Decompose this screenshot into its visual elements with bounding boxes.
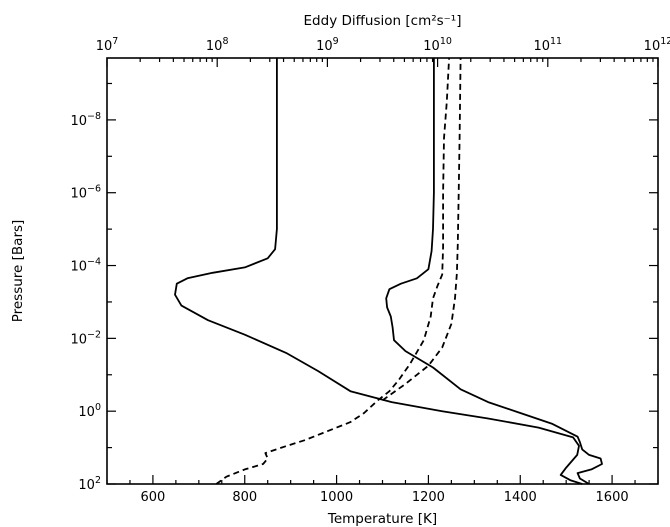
- plot-frame: [106, 57, 659, 485]
- x2-tick-label: 109: [316, 36, 339, 54]
- axis-ticks: [106, 58, 659, 485]
- top-axis-title: Eddy Diffusion [cm²s⁻¹]: [304, 13, 462, 29]
- y-tick-label: 10−4: [70, 257, 101, 275]
- series-lines: [174, 57, 603, 485]
- x-tick-label: 1400: [504, 490, 537, 505]
- x-tick-label: 600: [141, 490, 166, 505]
- x-tick-label: 1200: [412, 490, 445, 505]
- x2-tick-label: 107: [96, 36, 119, 54]
- y-axis-title: Pressure [Bars]: [10, 220, 26, 323]
- x-tick-label: 1600: [596, 490, 629, 505]
- x2-tick-label: 1010: [423, 36, 452, 54]
- y-tick-label: 10−6: [70, 184, 101, 202]
- x-tick-label: 1000: [320, 490, 353, 505]
- x-axis-title: Temperature [K]: [327, 511, 437, 527]
- solid-series-line-2: [385, 58, 603, 485]
- tick-labels: 600 800 1000 1200 1400 1600 107 108 109 1010 1011 1…: [70, 36, 670, 505]
- y-tick-label: 102: [78, 475, 101, 493]
- dashed-series-line-4: [381, 57, 462, 402]
- dashed-series-line-3: [215, 57, 450, 485]
- y-tick-label: 10−2: [70, 329, 101, 347]
- solid-series-line-1: [174, 58, 583, 485]
- x2-tick-label: 1012: [644, 36, 670, 54]
- x2-tick-label: 1011: [533, 36, 562, 54]
- y-tick-label: 100: [78, 402, 101, 420]
- x2-tick-label: 108: [206, 36, 229, 54]
- y-tick-label: 10−8: [70, 111, 101, 129]
- x-tick-label: 800: [232, 490, 257, 505]
